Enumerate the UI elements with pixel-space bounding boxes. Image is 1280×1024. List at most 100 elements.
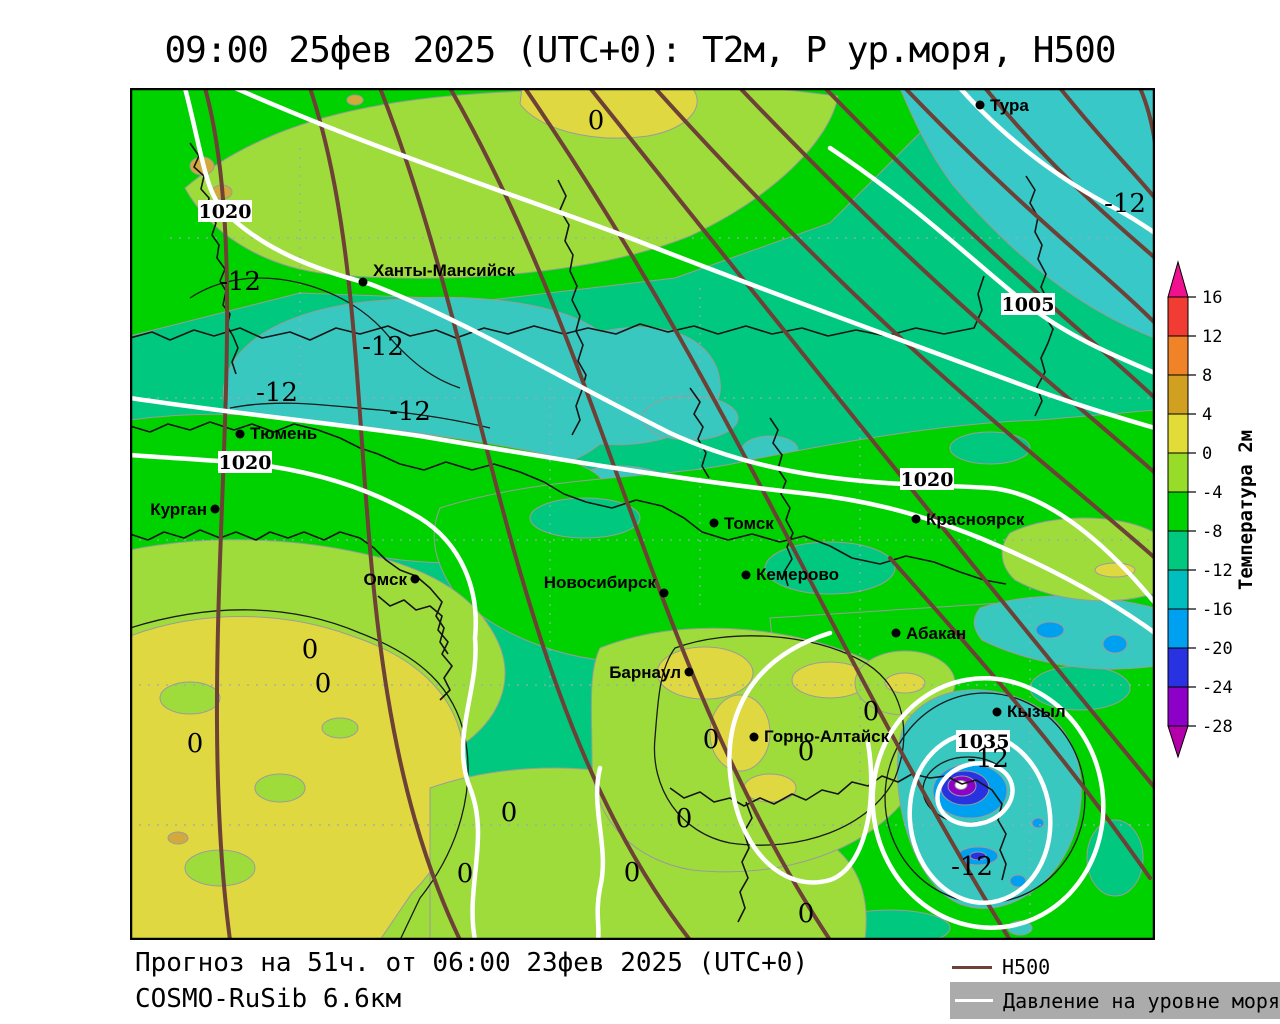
city-dot bbox=[210, 504, 220, 514]
colorbar-tick-label: 12 bbox=[1202, 327, 1222, 347]
temperature-label: 0 bbox=[798, 737, 815, 767]
temperature-label: 0 bbox=[302, 635, 319, 665]
colorbar-tick-label: 16 bbox=[1202, 288, 1222, 308]
colorbar-tick-label: 8 bbox=[1202, 366, 1212, 386]
city-label: Томск bbox=[724, 514, 774, 533]
temperature-label: -12 bbox=[951, 852, 993, 882]
city-label: Новосибирск bbox=[544, 573, 657, 592]
temperature-label: -12 bbox=[256, 378, 298, 408]
graticule-lines bbox=[130, 148, 1155, 938]
colorbar-top-arrow bbox=[1167, 260, 1189, 298]
city-dot bbox=[410, 574, 420, 584]
pressure-label: 1020 bbox=[199, 201, 252, 223]
colorbar-tick-label: 4 bbox=[1202, 405, 1212, 425]
city-dot bbox=[749, 732, 759, 742]
temperature-label: 0 bbox=[315, 669, 332, 699]
city-label: Кемерово bbox=[756, 565, 839, 584]
colorbar-segment bbox=[1167, 647, 1189, 688]
temperature-label: 0 bbox=[798, 899, 815, 929]
temperature-label: -12 bbox=[219, 267, 261, 297]
temperature-label: 0 bbox=[457, 859, 474, 889]
city-label: Красноярск bbox=[926, 510, 1025, 529]
temperature-label: 0 bbox=[501, 798, 518, 828]
colorbar-segment bbox=[1167, 530, 1189, 571]
page-title: 09:00 25фев 2025 (UTC+0): Т2м, P ур.моря… bbox=[164, 30, 1117, 71]
city-dot bbox=[709, 518, 719, 528]
city-label: Абакан bbox=[906, 624, 966, 643]
city-dot bbox=[235, 429, 245, 439]
temperature-label: 0 bbox=[588, 106, 605, 136]
pressure-label-box bbox=[900, 468, 954, 490]
h500-line-swatch bbox=[952, 965, 992, 969]
temperature-label: -12 bbox=[362, 332, 404, 362]
colorbar-tick-label: -4 bbox=[1202, 483, 1222, 503]
city-markers: Тура Ханты-Мансийск Тюмень Курган Омск Томск Н… bbox=[150, 96, 1065, 746]
colorbar-segment bbox=[1167, 335, 1189, 376]
pressure-label: 1035 bbox=[957, 731, 1010, 753]
forecast-map: 1020 1020 1020 1005 1035 -12 -12 -12 -12 -12 -12-… bbox=[130, 88, 1155, 940]
pressure-line-swatch bbox=[955, 999, 994, 1002]
temperature-label: 0 bbox=[703, 725, 720, 755]
colorbar-title: Температура 2м bbox=[1235, 430, 1257, 590]
forecast-info-line: Прогноз на 51ч. от 06:00 23фев 2025 (UTC… bbox=[135, 948, 809, 978]
pressure-label-box bbox=[198, 200, 252, 222]
temperature-label: 0 bbox=[863, 697, 880, 727]
pressure-label: 1020 bbox=[219, 452, 272, 474]
temperature-labels: -12 -12 -12 -12 -12 -12 -12 0 0 0 0 0 0 0 0 0 0 0 0 bbox=[187, 106, 1146, 929]
city-label: Кызыл bbox=[1007, 702, 1066, 721]
pressure-label-box bbox=[218, 451, 272, 473]
colorbar-tick-label: -16 bbox=[1202, 600, 1233, 620]
map-border bbox=[130, 88, 1155, 940]
city-label: Ханты-Мансийск bbox=[373, 261, 515, 280]
colorbar-segment bbox=[1167, 296, 1189, 337]
city-dot bbox=[992, 707, 1002, 717]
city-dot bbox=[741, 570, 751, 580]
temperature-label: -12 bbox=[1104, 189, 1146, 219]
city-dot bbox=[358, 277, 368, 287]
colorbar-tick-label: -28 bbox=[1202, 717, 1233, 737]
colorbar-segment bbox=[1167, 413, 1189, 454]
colorbar-tick-label: -24 bbox=[1202, 678, 1233, 698]
colorbar-tick-label: -8 bbox=[1202, 522, 1222, 542]
colorbar-tick-label: 0 bbox=[1202, 444, 1212, 464]
pressure-isobars bbox=[130, 88, 1155, 940]
city-dot bbox=[659, 588, 669, 598]
city-dot bbox=[684, 667, 694, 677]
colorbar-segment bbox=[1167, 608, 1189, 649]
colorbar-segment bbox=[1167, 686, 1189, 727]
colorbar-segment bbox=[1167, 569, 1189, 610]
colorbar-tick-label: -12 bbox=[1202, 561, 1233, 581]
city-dot bbox=[891, 628, 901, 638]
colorbar-bottom-arrow bbox=[1167, 725, 1189, 759]
pressure-label-box bbox=[956, 730, 1010, 752]
city-label: Омск bbox=[363, 570, 407, 589]
city-dot bbox=[911, 514, 921, 524]
city-label: Тура bbox=[990, 96, 1029, 115]
colorbar-segment bbox=[1167, 374, 1189, 415]
pressure-labels: 1020 1020 1020 1005 1035 bbox=[198, 200, 1055, 753]
colorbar-tick-label: -20 bbox=[1202, 639, 1233, 659]
pressure-label-box bbox=[1001, 293, 1055, 315]
h500-legend-label: H500 bbox=[1002, 955, 1051, 979]
temperature-label: 0 bbox=[187, 729, 204, 759]
temperature-label: 0 bbox=[676, 804, 693, 834]
model-info-line: COSMO-RuSib 6.6км bbox=[135, 984, 402, 1014]
city-label: Курган bbox=[150, 500, 207, 519]
colorbar-segment bbox=[1167, 491, 1189, 532]
colorbar-segment bbox=[1167, 452, 1189, 493]
legend-pressure: Давление на уровне моря bbox=[950, 982, 1280, 1019]
temperature-colorbar: 16 12 8 4 0 -4 -8 -12 -16 -20 -24 -28 Температура 2м bbox=[1160, 255, 1280, 774]
pressure-label: 1020 bbox=[901, 469, 954, 491]
legend-h500: H500 bbox=[952, 954, 1050, 980]
city-label: Горно-Алтайск bbox=[764, 727, 890, 746]
temperature-label: -12 bbox=[389, 397, 431, 427]
city-label: Тюмень bbox=[250, 424, 317, 443]
pressure-legend-label: Давление на уровне моря bbox=[1003, 988, 1280, 1013]
temperature-label: 0 bbox=[624, 858, 641, 888]
temperature-label: -12 bbox=[967, 744, 1009, 774]
pressure-label: 1005 bbox=[1002, 294, 1055, 316]
city-dot bbox=[975, 100, 985, 110]
city-label: Барнаул bbox=[609, 663, 681, 682]
